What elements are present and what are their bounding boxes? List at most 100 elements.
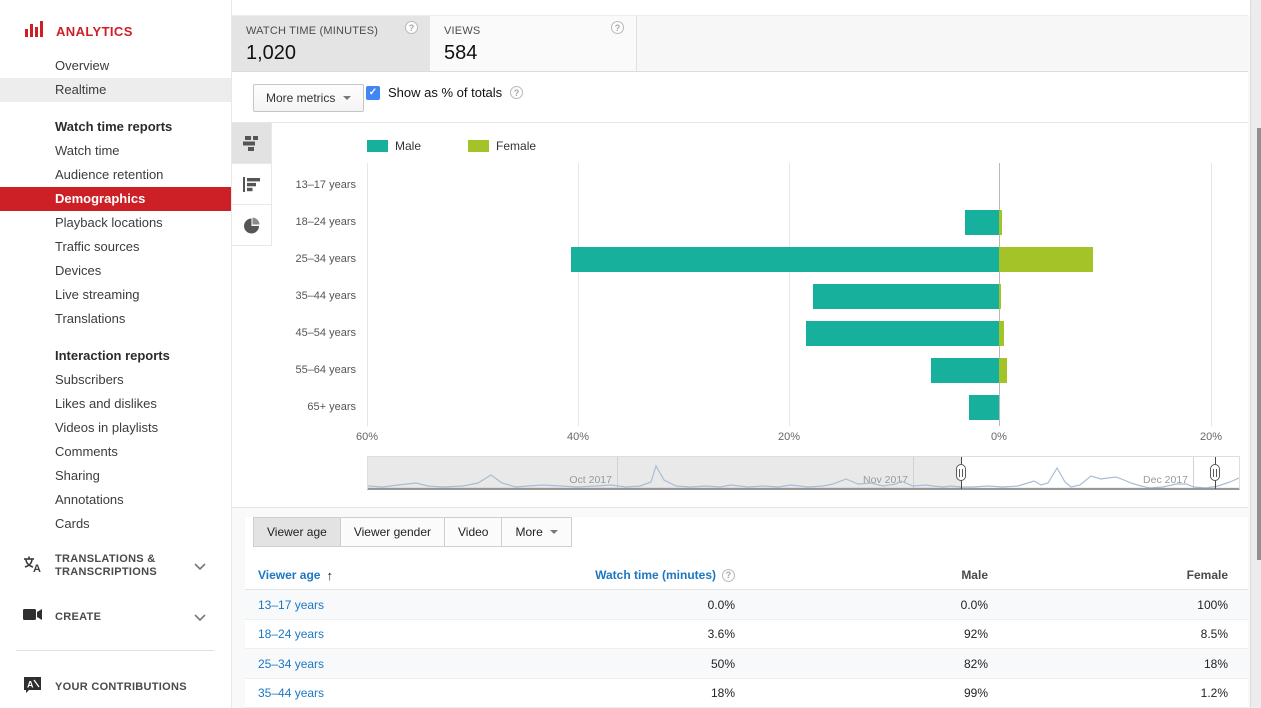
timeline-month-label: Dec 2017 (1143, 474, 1188, 486)
tab-video[interactable]: Video (445, 517, 503, 547)
sidebar-item-subscribers[interactable]: Subscribers (55, 372, 124, 387)
sidebar-item-videos-in-playlists[interactable]: Videos in playlists (55, 420, 159, 435)
svg-text:A: A (27, 679, 34, 689)
sidebar-item-playback-locations[interactable]: Playback locations (55, 215, 163, 230)
column-header-male[interactable]: Male (961, 568, 988, 582)
table-row: 25–34 years 50% 82% 18% (245, 649, 1248, 679)
female-cell: 1.2% (1200, 686, 1228, 701)
timeline-scrubber[interactable]: Oct 2017 Nov 2017 Dec 2017 (367, 456, 1240, 490)
help-icon[interactable]: ? (405, 21, 418, 34)
category-label: 13–17 years (295, 178, 356, 191)
sidebar-item-comments[interactable]: Comments (55, 444, 118, 459)
tab-viewer-gender[interactable]: Viewer gender (340, 517, 445, 547)
sidebar-item-demographics[interactable]: Demographics (0, 187, 231, 211)
bar-rows (367, 167, 1240, 426)
metric-label: WATCH TIME (MINUTES) (246, 25, 379, 37)
category-label: 45–54 years (295, 326, 356, 339)
help-icon[interactable]: ? (722, 568, 735, 582)
category-label: 25–34 years (295, 252, 356, 265)
bar-row[interactable] (367, 389, 1240, 426)
metric-card-views[interactable]: VIEWS 584 ? (430, 16, 637, 71)
analytics-bars-icon (25, 20, 47, 42)
horizontal-bar-chart-icon (243, 176, 260, 192)
male-cell: 99% (963, 686, 988, 701)
help-icon[interactable]: ? (611, 21, 624, 34)
column-header-viewer-age[interactable]: Viewer age ↑ (258, 567, 333, 583)
age-link[interactable]: 25–34 years (258, 656, 325, 671)
metric-label: VIEWS (444, 25, 481, 37)
tab-viewer-age[interactable]: Viewer age (253, 517, 341, 547)
column-header-female[interactable]: Female (1186, 568, 1228, 582)
category-label: 18–24 years (295, 215, 356, 228)
scrubber-right-handle[interactable] (1210, 457, 1220, 489)
age-link[interactable]: 18–24 years (258, 627, 325, 642)
dimension-tabs: Viewer age Viewer gender Video More (253, 517, 572, 547)
sidebar-header-analytics[interactable]: ANALYTICS (0, 16, 231, 46)
sidebar-item-label: YOUR CONTRIBUTIONS (55, 680, 187, 693)
bar-row[interactable] (367, 278, 1240, 315)
column-header-watch-time[interactable]: Watch time (minutes)? (595, 560, 735, 590)
grouped-blocks-icon (242, 135, 258, 151)
pie-chart-icon (244, 217, 260, 233)
sidebar-group-interaction-reports: Interaction reports (55, 348, 170, 363)
sidebar-item-create[interactable]: CREATE (0, 602, 232, 632)
sidebar-item-audience-retention[interactable]: Audience retention (55, 167, 164, 182)
timeline-month-label: Oct 2017 (569, 474, 612, 486)
bar-row[interactable] (367, 315, 1240, 352)
caret-down-icon (549, 530, 558, 534)
chart-type-pie-button[interactable] (232, 205, 272, 246)
bar-row[interactable] (367, 204, 1240, 241)
sidebar-item-traffic-sources[interactable]: Traffic sources (55, 239, 140, 254)
sidebar-item-translations[interactable]: Translations (55, 311, 126, 326)
sidebar-item-cards[interactable]: Cards (55, 516, 90, 531)
table-row: 35–44 years 18% 99% 1.2% (245, 679, 1248, 708)
metrics-strip: WATCH TIME (MINUTES) 1,020 ? VIEWS 584 ? (232, 15, 1248, 72)
sidebar-item-label: CREATE (55, 610, 102, 623)
timeline-sparkline (368, 464, 1239, 489)
age-link[interactable]: 35–44 years (258, 686, 325, 701)
bar-row[interactable] (367, 167, 1240, 204)
sort-ascending-icon: ↑ (326, 567, 333, 583)
metric-card-watch-time[interactable]: WATCH TIME (MINUTES) 1,020 ? (232, 16, 430, 71)
bar-row[interactable] (367, 352, 1240, 389)
watch-time-cell: 50% (710, 656, 735, 671)
sidebar-item-watch-time[interactable]: Watch time (55, 143, 120, 158)
age-link[interactable]: 13–17 years (258, 597, 325, 612)
x-tick: 20% (777, 431, 801, 443)
sidebar-item-devices[interactable]: Devices (55, 263, 102, 278)
tab-more[interactable]: More (502, 517, 572, 547)
help-icon[interactable]: ? (510, 86, 524, 99)
sidebar-item-likes-and-dislikes[interactable]: Likes and dislikes (55, 396, 157, 411)
table-header: Viewer age ↑ Watch time (minutes)? Male F… (245, 560, 1248, 590)
sidebar-item-live-streaming[interactable]: Live streaming (55, 287, 140, 302)
content-area: WATCH TIME (MINUTES) 1,020 ? VIEWS 584 ?… (232, 0, 1250, 708)
watch-time-cell: 0.0% (707, 597, 735, 612)
female-cell: 8.5% (1200, 627, 1228, 642)
chart-type-bar-button[interactable] (232, 164, 272, 205)
scrubber-left-handle[interactable] (956, 457, 966, 489)
sidebar-item-label: TRANSLATIONS & TRANSCRIPTIONS (55, 553, 157, 578)
dimension-table-panel: Viewer age Viewer gender Video More View… (245, 517, 1248, 708)
sidebar-item-sharing[interactable]: Sharing (55, 468, 100, 483)
show-as-percent-checkbox[interactable]: ✓ (366, 85, 380, 100)
vertical-scrollbar[interactable] (1250, 0, 1261, 708)
more-metrics-button[interactable]: More metrics (253, 84, 365, 112)
sidebar-item-translations-transcriptions[interactable]: A TRANSLATIONS & TRANSCRIPTIONS (0, 546, 232, 586)
sidebar-item-overview[interactable]: Overview (55, 58, 110, 73)
sidebar: ANALYTICS Overview Realtime Watch time r… (0, 0, 232, 708)
bar-row[interactable] (367, 241, 1240, 278)
sidebar-item-your-contributions[interactable]: A YOUR CONTRIBUTIONS (0, 672, 232, 702)
male-cell: 0.0% (960, 597, 988, 612)
female-cell: 100% (1197, 597, 1228, 612)
legend-swatch-male (367, 140, 388, 152)
male-cell: 92% (963, 627, 988, 642)
sidebar-item-annotations[interactable]: Annotations (55, 492, 124, 507)
male-cell: 82% (963, 656, 988, 671)
sidebar-item-realtime[interactable]: Realtime (0, 78, 231, 102)
controls-row: More metrics ✓ Show as % of totals ? (232, 72, 1248, 123)
scrollbar-thumb[interactable] (1257, 128, 1261, 560)
chart-type-demographics-button[interactable] (232, 123, 272, 164)
category-label: 55–64 years (295, 363, 356, 376)
sidebar-divider (16, 650, 214, 651)
translate-icon: A (23, 555, 47, 578)
